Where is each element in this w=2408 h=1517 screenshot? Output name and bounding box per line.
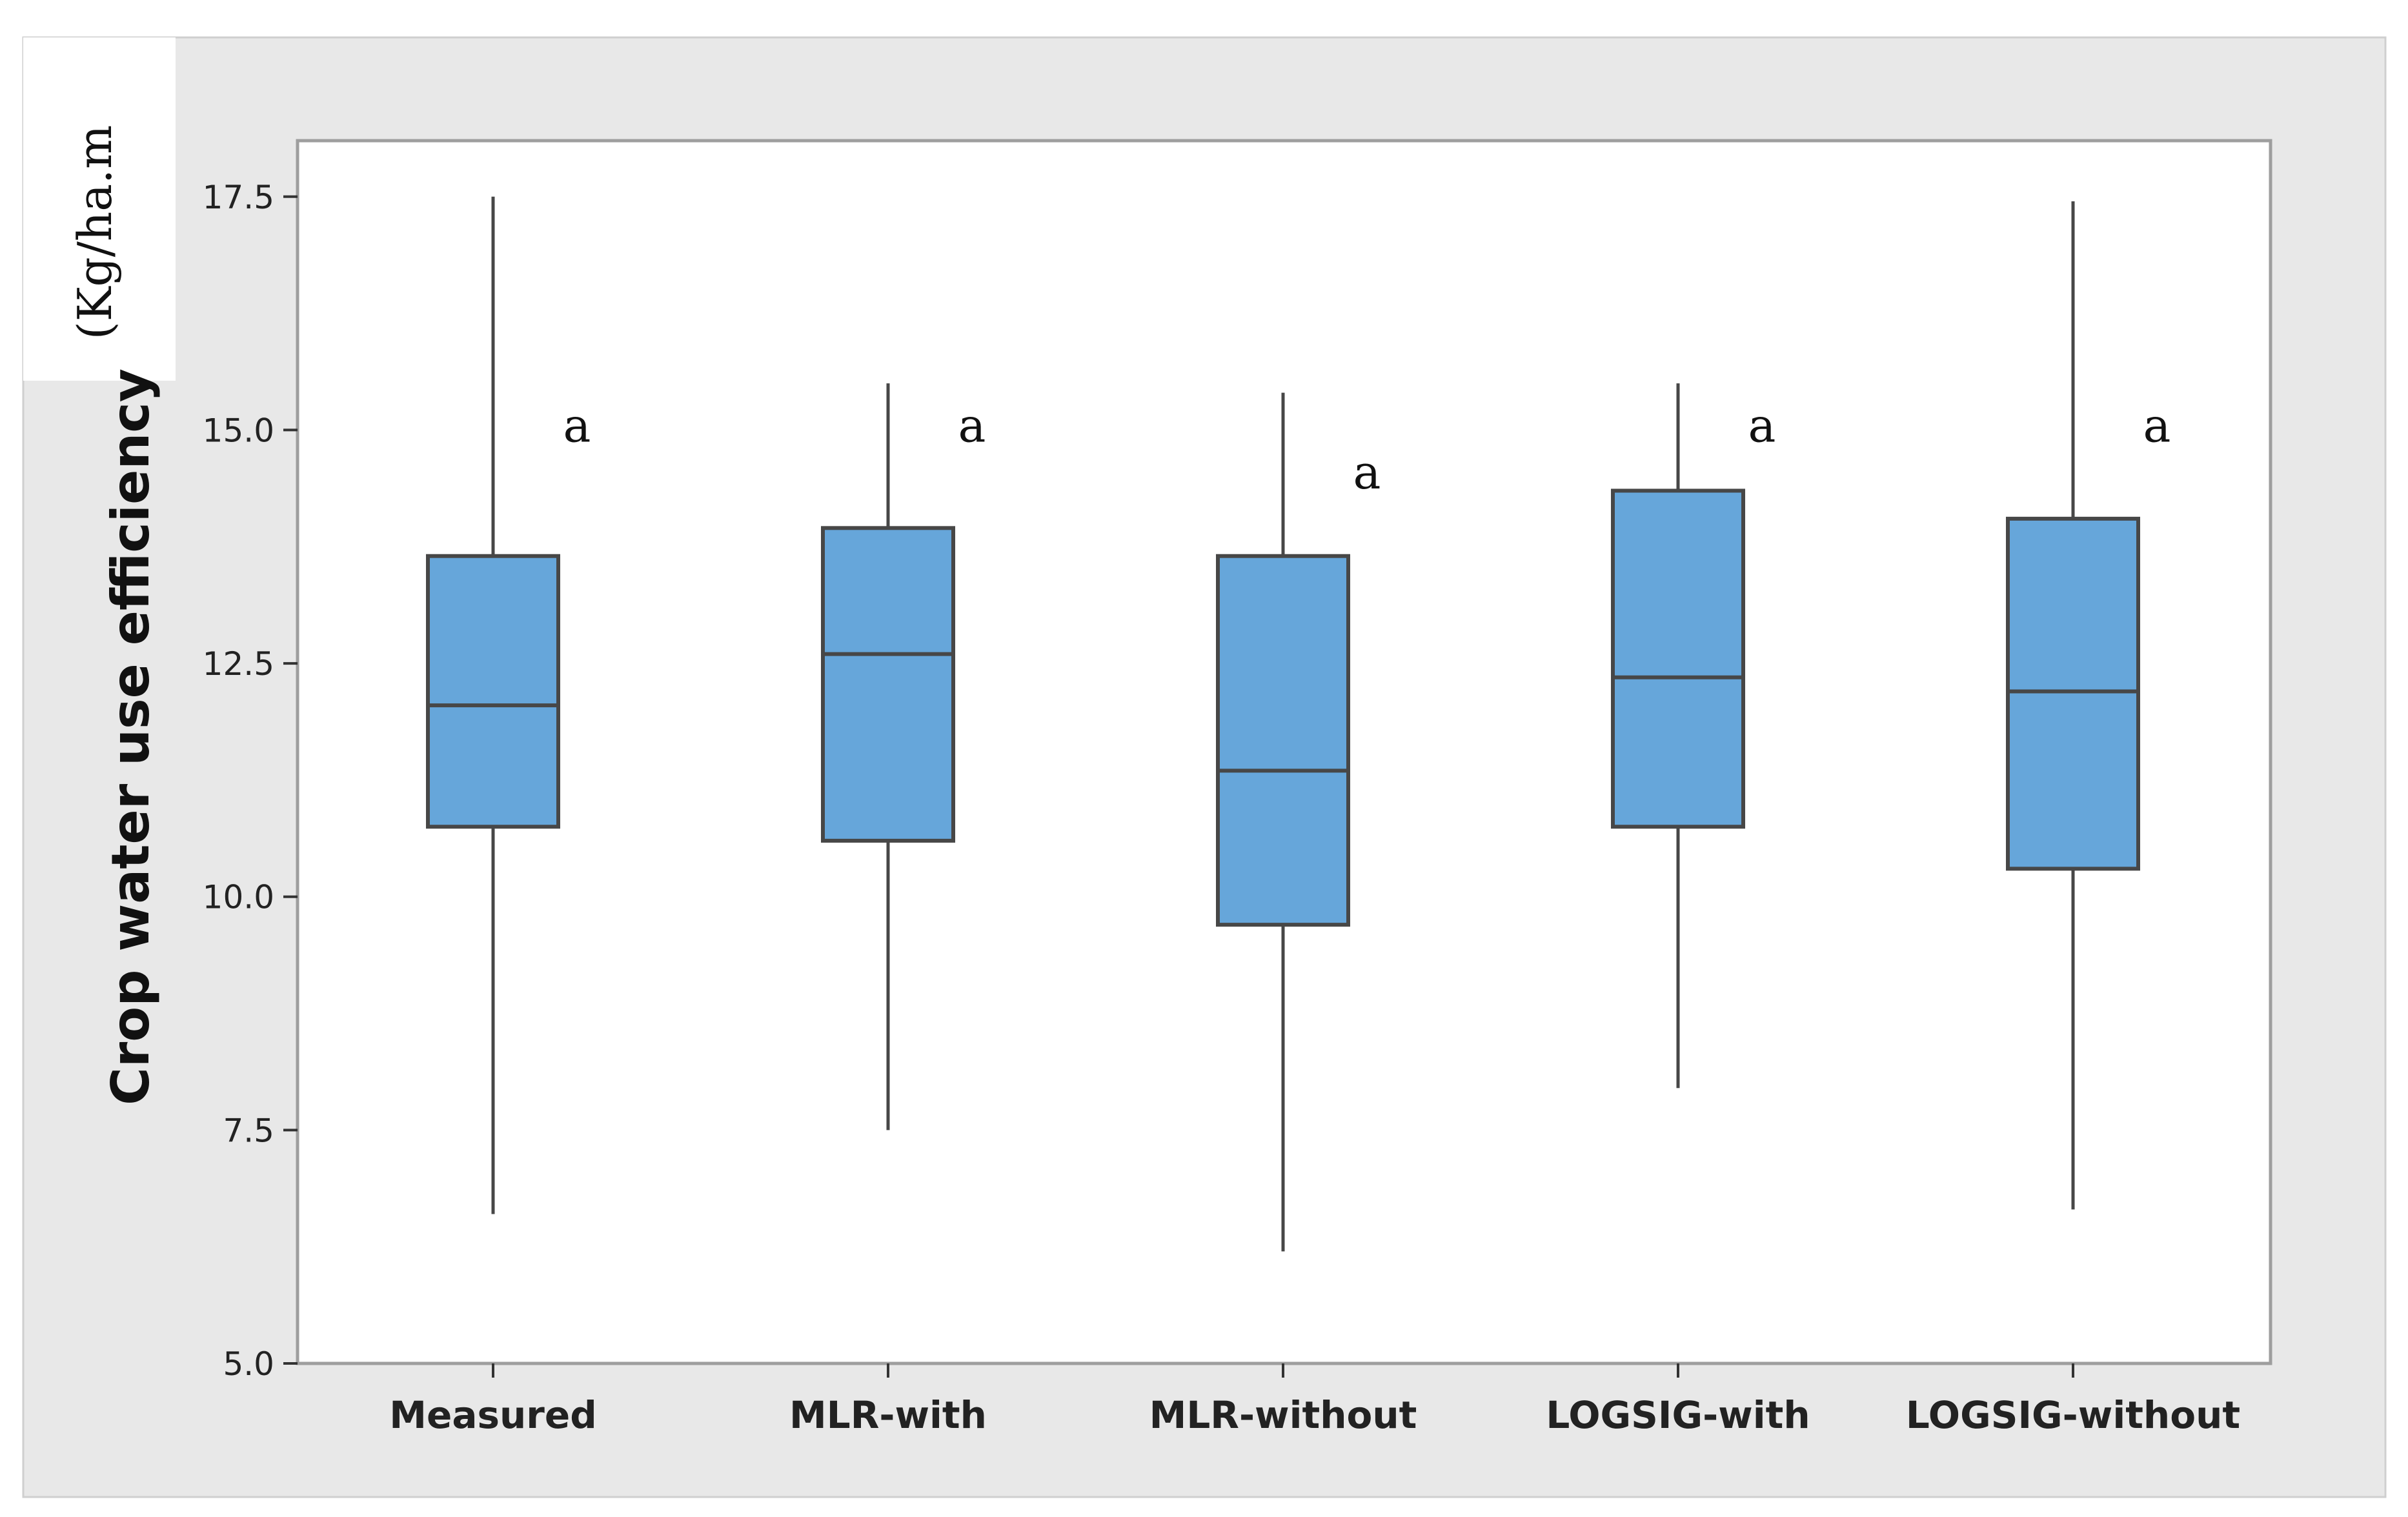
box bbox=[1611, 488, 1745, 829]
box bbox=[426, 554, 560, 829]
box bbox=[1216, 554, 1350, 927]
significance-letter: a bbox=[1353, 445, 1381, 499]
significance-letter: a bbox=[1748, 398, 1776, 452]
box-group: a bbox=[1216, 392, 1381, 1252]
box-group: a bbox=[426, 196, 591, 1214]
x-tick-label: LOGSIG-without bbox=[1906, 1393, 2240, 1437]
box bbox=[821, 526, 955, 843]
x-tick-label: MLR-without bbox=[1149, 1393, 1417, 1437]
y-axis: 5.0 7.5 10.0 12.5 15.0 17.5 bbox=[203, 179, 298, 1383]
box-group: a bbox=[2006, 201, 2171, 1210]
box-series: a aaa a bbox=[426, 196, 2171, 1252]
box bbox=[2006, 516, 2140, 871]
significance-letter: a bbox=[958, 398, 986, 452]
x-tick-label: LOGSIG-with bbox=[1546, 1393, 1810, 1437]
x-axis: Measured MLR-with MLR-without LOGSIG-with LO… bbox=[389, 1363, 2240, 1437]
significance-letter: a bbox=[563, 398, 591, 452]
box-group: a bbox=[1611, 383, 1776, 1089]
y-tick-label: 5.0 bbox=[223, 1345, 274, 1383]
y-axis-title: Crop water use efficiency bbox=[101, 368, 161, 1105]
unit-label: (Kg/ha.m bbox=[68, 125, 122, 340]
y-tick-label: 17.5 bbox=[203, 179, 274, 216]
y-tick-label: 12.5 bbox=[203, 645, 274, 683]
x-tick-label: MLR-with bbox=[789, 1393, 987, 1437]
box-group: a bbox=[821, 383, 986, 1130]
y-tick-label: 15.0 bbox=[203, 412, 274, 449]
y-tick-label: 7.5 bbox=[223, 1112, 274, 1149]
y-tick-label: 10.0 bbox=[203, 879, 274, 916]
significance-letter: a bbox=[2143, 398, 2171, 452]
x-tick-label: Measured bbox=[389, 1393, 596, 1437]
unit-label-patch bbox=[23, 37, 176, 381]
